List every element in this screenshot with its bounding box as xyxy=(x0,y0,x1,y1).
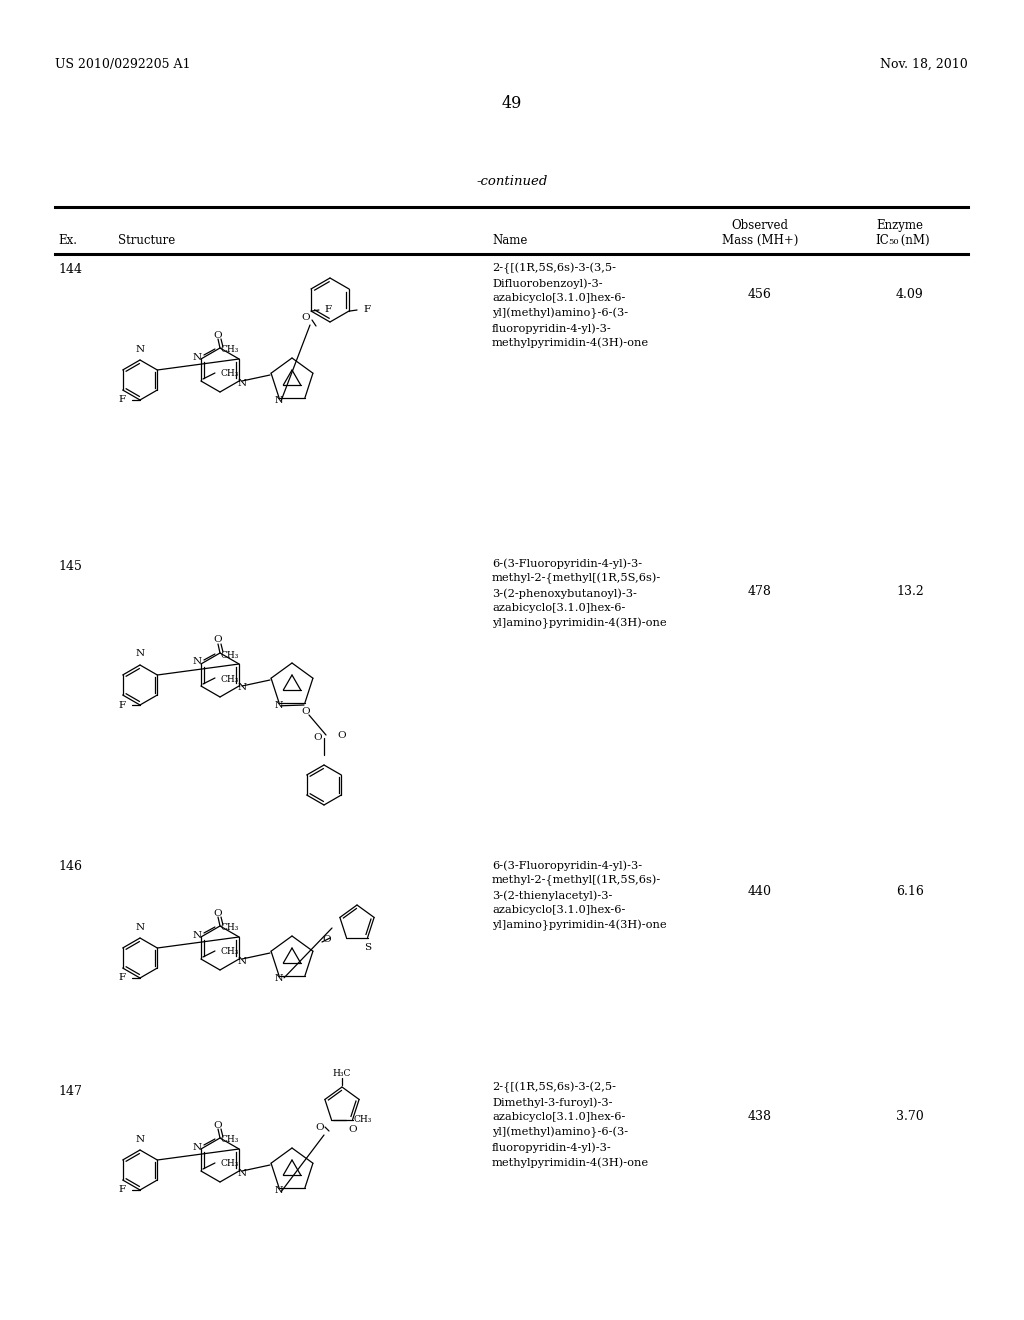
Text: N: N xyxy=(274,974,284,983)
Text: 456: 456 xyxy=(749,288,772,301)
Text: Mass (MH+): Mass (MH+) xyxy=(722,234,798,247)
Text: CH₃: CH₃ xyxy=(221,370,240,379)
Text: N: N xyxy=(193,931,202,940)
Text: N: N xyxy=(238,1168,247,1177)
Text: O: O xyxy=(214,1121,222,1130)
Text: N: N xyxy=(238,957,247,965)
Text: N: N xyxy=(238,684,247,693)
Text: Structure: Structure xyxy=(118,234,175,247)
Text: O: O xyxy=(323,936,332,945)
Text: -continued: -continued xyxy=(476,176,548,187)
Text: 2-{[(1R,5S,6s)-3-(3,5-
Difluorobenzoyl)-3-
azabicyclo[3.1.0]hex-6-
yl](methyl)am: 2-{[(1R,5S,6s)-3-(3,5- Difluorobenzoyl)-… xyxy=(492,263,649,348)
Text: O: O xyxy=(302,708,310,717)
Text: N: N xyxy=(274,701,284,710)
Text: Enzyme: Enzyme xyxy=(877,219,924,232)
Text: 144: 144 xyxy=(58,263,82,276)
Text: Name: Name xyxy=(492,234,527,247)
Text: Observed: Observed xyxy=(731,219,788,232)
Text: F: F xyxy=(119,396,126,404)
Text: 438: 438 xyxy=(748,1110,772,1123)
Text: CH₃: CH₃ xyxy=(353,1115,372,1125)
Text: 2-{[(1R,5S,6s)-3-(2,5-
Dimethyl-3-furoyl)-3-
azabicyclo[3.1.0]hex-6-
yl](methyl): 2-{[(1R,5S,6s)-3-(2,5- Dimethyl-3-furoyl… xyxy=(492,1082,649,1167)
Text: 6-(3-Fluoropyridin-4-yl)-3-
methyl-2-{methyl[(1R,5S,6s)-
3-(2-thienylacetyl)-3-
: 6-(3-Fluoropyridin-4-yl)-3- methyl-2-{me… xyxy=(492,861,667,931)
Text: 6.16: 6.16 xyxy=(896,884,924,898)
Text: 478: 478 xyxy=(749,585,772,598)
Text: F: F xyxy=(119,1185,126,1195)
Text: F: F xyxy=(364,305,371,314)
Text: N: N xyxy=(238,379,247,388)
Text: CH₃: CH₃ xyxy=(221,948,240,957)
Text: F: F xyxy=(325,305,332,314)
Text: 146: 146 xyxy=(58,861,82,873)
Text: N: N xyxy=(193,657,202,667)
Text: Nov. 18, 2010: Nov. 18, 2010 xyxy=(881,58,968,71)
Text: CH₃: CH₃ xyxy=(221,1135,240,1144)
Text: O: O xyxy=(313,734,323,742)
Text: O: O xyxy=(214,330,222,339)
Text: H₃C: H₃C xyxy=(333,1069,351,1078)
Text: CH₃: CH₃ xyxy=(221,675,240,684)
Text: N: N xyxy=(274,1187,284,1196)
Text: F: F xyxy=(119,974,126,982)
Text: N: N xyxy=(274,396,284,405)
Text: 440: 440 xyxy=(748,884,772,898)
Text: 6-(3-Fluoropyridin-4-yl)-3-
methyl-2-{methyl[(1R,5S,6s)-
3-(2-phenoxybutanoyl)-3: 6-(3-Fluoropyridin-4-yl)-3- methyl-2-{me… xyxy=(492,558,667,628)
Text: F: F xyxy=(119,701,126,710)
Text: 145: 145 xyxy=(58,560,82,573)
Text: N: N xyxy=(135,923,144,932)
Text: O: O xyxy=(302,314,310,322)
Text: S: S xyxy=(364,942,371,952)
Text: Ex.: Ex. xyxy=(58,234,77,247)
Text: N: N xyxy=(193,1143,202,1151)
Text: CH₃: CH₃ xyxy=(221,346,240,355)
Text: 3.70: 3.70 xyxy=(896,1110,924,1123)
Text: CH₃: CH₃ xyxy=(221,924,240,932)
Text: O: O xyxy=(348,1125,357,1134)
Text: (nM): (nM) xyxy=(897,234,930,247)
Text: 50: 50 xyxy=(888,238,899,246)
Text: 13.2: 13.2 xyxy=(896,585,924,598)
Text: N: N xyxy=(135,1134,144,1143)
Text: N: N xyxy=(193,352,202,362)
Text: IC: IC xyxy=(874,234,889,247)
Text: N: N xyxy=(135,345,144,354)
Text: O: O xyxy=(315,1122,325,1131)
Text: CH₃: CH₃ xyxy=(221,651,240,660)
Text: N: N xyxy=(135,649,144,659)
Text: US 2010/0292205 A1: US 2010/0292205 A1 xyxy=(55,58,190,71)
Text: O: O xyxy=(338,730,346,739)
Text: 4.09: 4.09 xyxy=(896,288,924,301)
Text: CH₃: CH₃ xyxy=(221,1159,240,1168)
Text: 147: 147 xyxy=(58,1085,82,1098)
Text: 49: 49 xyxy=(502,95,522,112)
Text: O: O xyxy=(214,635,222,644)
Text: O: O xyxy=(214,908,222,917)
